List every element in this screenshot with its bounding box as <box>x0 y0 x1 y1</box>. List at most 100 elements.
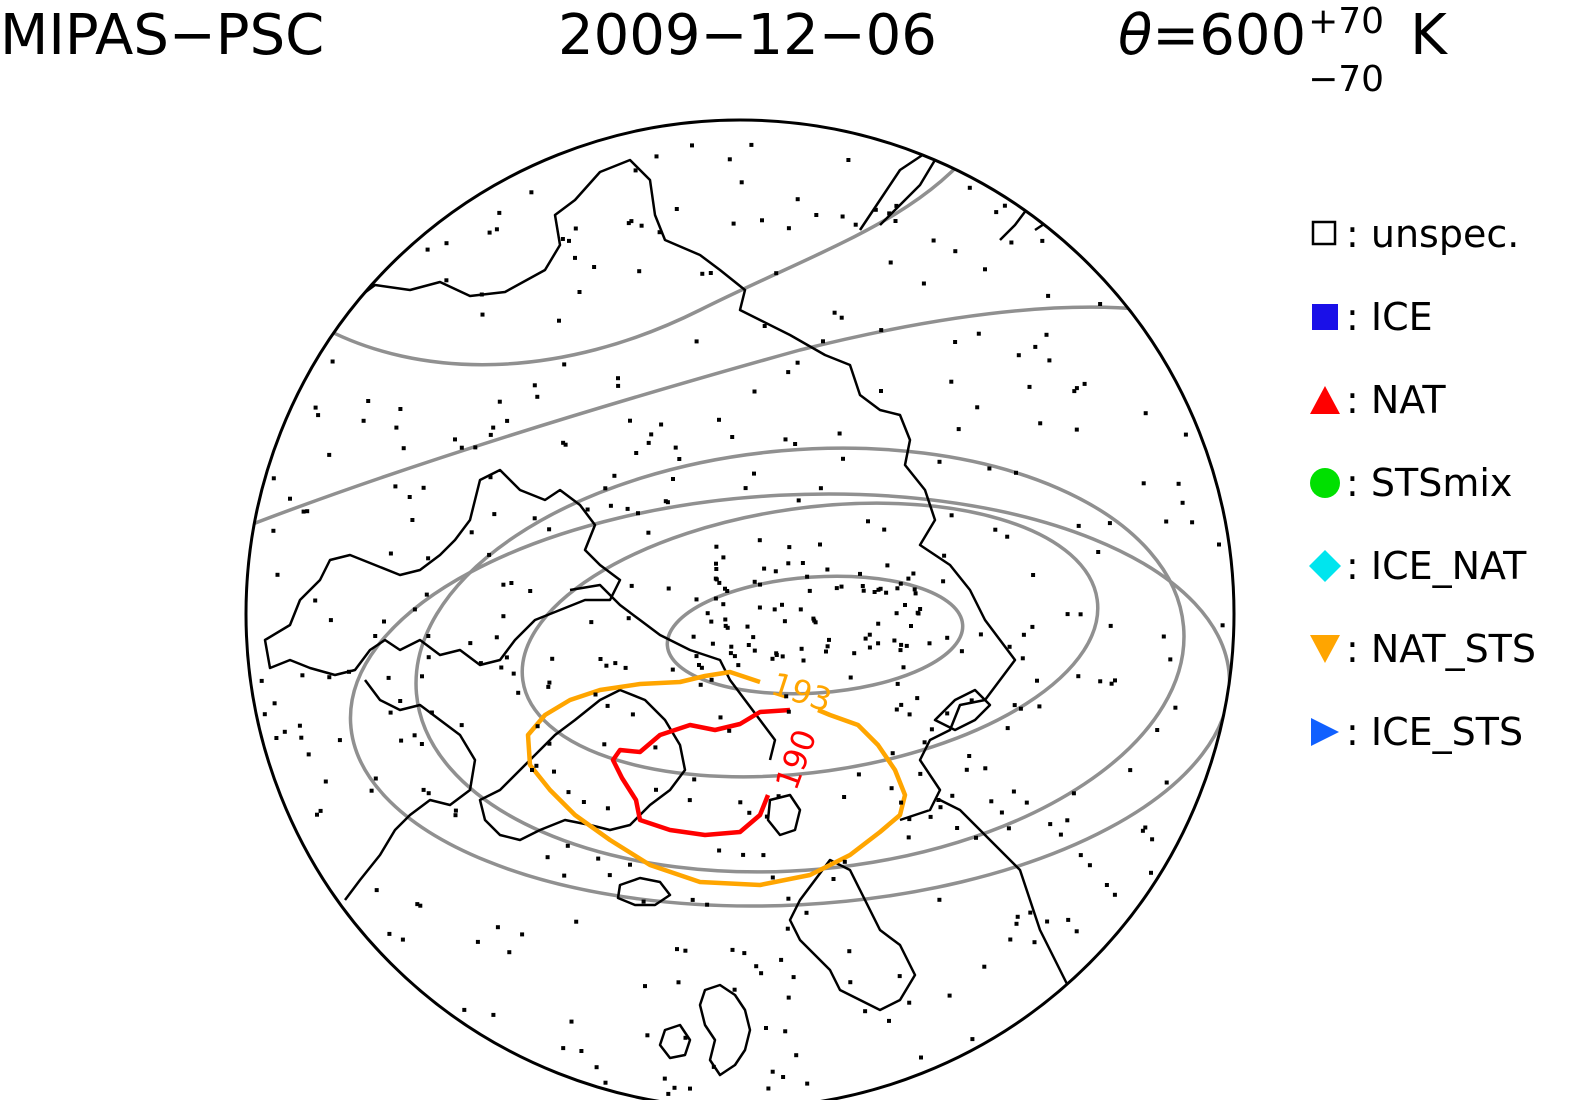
observation-point <box>426 634 431 638</box>
observation-point <box>561 440 566 445</box>
observation-point <box>552 769 556 774</box>
observation-point <box>1066 917 1071 922</box>
observation-point <box>955 826 960 830</box>
observation-point <box>605 703 610 708</box>
isoline <box>319 138 982 367</box>
observation-point <box>487 552 492 557</box>
observation-point <box>659 422 664 427</box>
observation-point <box>625 506 630 511</box>
observation-point <box>608 503 613 508</box>
coastline-canada <box>263 468 622 677</box>
observation-point <box>725 625 730 630</box>
observation-point <box>602 742 607 747</box>
observation-point <box>666 1091 671 1096</box>
observation-point <box>691 634 696 639</box>
observation-point <box>612 473 617 478</box>
observation-point <box>863 636 868 641</box>
coastline-svalbard <box>766 793 802 837</box>
observation-point <box>897 974 902 979</box>
observation-point <box>567 238 571 243</box>
legend-label: : NAT_STS <box>1346 626 1537 671</box>
observation-point <box>444 241 449 246</box>
observation-point <box>793 442 798 446</box>
observation-point <box>945 635 950 640</box>
observation-point <box>492 512 497 517</box>
observation-point <box>888 260 893 265</box>
observation-point <box>529 190 534 195</box>
observation-point <box>547 741 552 746</box>
observation-point <box>1048 822 1053 827</box>
observation-point <box>547 527 552 532</box>
observation-point <box>501 582 506 587</box>
observation-point <box>1035 678 1039 683</box>
observation-point <box>507 950 512 955</box>
observation-point <box>721 555 726 560</box>
observation-point <box>983 766 988 771</box>
observation-point <box>400 937 405 942</box>
theta-symbol: θ <box>1118 3 1153 68</box>
observation-point <box>887 1018 891 1023</box>
coastline-hudson <box>344 679 477 901</box>
observation-point <box>1032 940 1037 945</box>
observation-point <box>867 645 872 650</box>
observation-point <box>967 754 972 758</box>
observation-point <box>494 227 499 232</box>
observation-point <box>313 598 318 603</box>
observation-point <box>894 203 899 208</box>
observation-point <box>1033 344 1038 349</box>
observation-point <box>970 1037 975 1042</box>
observation-point <box>766 1086 771 1091</box>
observation-point <box>520 932 525 937</box>
observation-point <box>697 663 701 667</box>
observation-point <box>1014 921 1019 926</box>
observation-point <box>581 800 586 804</box>
observation-point <box>982 964 987 969</box>
observation-point <box>671 477 675 481</box>
observation-point <box>453 437 457 442</box>
observation-point <box>401 446 406 451</box>
observation-point <box>709 677 714 682</box>
observation-point <box>895 681 900 686</box>
observation-point <box>323 779 328 784</box>
observation-point <box>596 856 601 861</box>
observation-point <box>1040 238 1045 243</box>
observation-point <box>301 509 306 514</box>
triangle-right-icon <box>1311 717 1339 746</box>
observation-point <box>714 544 719 549</box>
observation-point <box>889 786 894 791</box>
observation-point <box>673 445 678 450</box>
observation-point <box>271 476 276 481</box>
observation-point <box>690 143 694 148</box>
observation-point <box>918 771 923 776</box>
observation-point <box>983 267 987 272</box>
observation-point <box>831 877 836 881</box>
observation-point <box>847 949 852 954</box>
observation-point <box>550 656 555 661</box>
observation-point <box>626 221 631 226</box>
observation-point <box>327 452 332 457</box>
observation-point <box>978 632 983 637</box>
observation-point <box>818 486 823 491</box>
theta-range: +70 −70 <box>1308 4 1384 98</box>
observation-point <box>398 407 403 411</box>
observation-point <box>725 589 730 593</box>
observation-point <box>491 1012 496 1017</box>
observation-point <box>1065 612 1070 617</box>
observation-point <box>779 957 784 962</box>
observation-point <box>1021 632 1026 637</box>
observation-point <box>347 669 351 674</box>
observation-point <box>637 269 642 274</box>
observation-point <box>629 583 634 588</box>
observation-point <box>641 899 646 904</box>
observation-point <box>1028 910 1033 915</box>
observation-point <box>410 518 415 522</box>
observation-point <box>592 265 597 269</box>
observation-point <box>398 699 403 703</box>
observation-point <box>453 813 458 818</box>
observation-point <box>1008 937 1013 942</box>
observation-point <box>901 665 906 670</box>
observation-point <box>947 993 952 998</box>
observation-point <box>852 651 857 656</box>
observation-point <box>791 975 796 980</box>
observation-point <box>759 971 764 976</box>
